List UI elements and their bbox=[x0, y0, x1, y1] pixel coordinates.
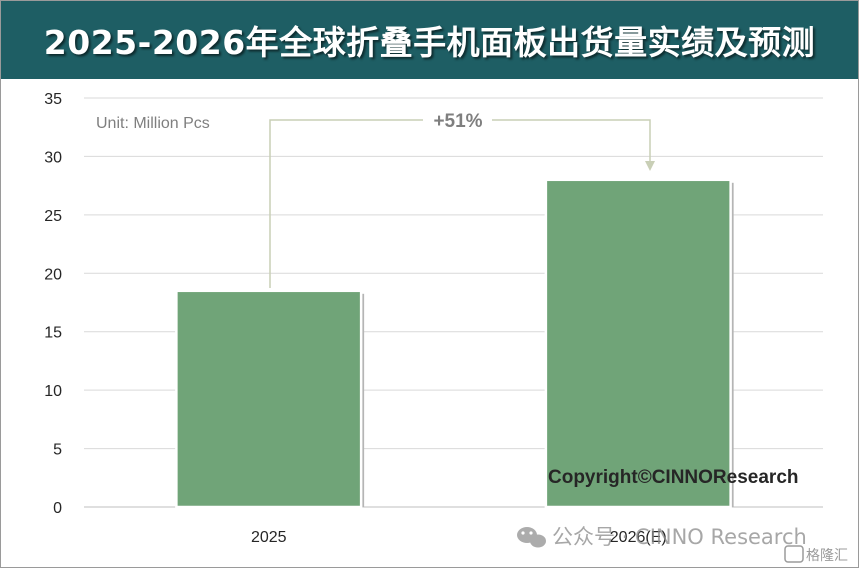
y-tick-label: 0 bbox=[53, 500, 62, 517]
growth-arrow-left-segment bbox=[269, 119, 423, 288]
chart-title: 2025-2026年全球折叠手机面板出货量实绩及预测 bbox=[43, 23, 816, 62]
unit-label: Unit: Million Pcs bbox=[96, 115, 210, 132]
bars bbox=[175, 178, 734, 509]
watermark-brand: 格隆汇 bbox=[806, 548, 848, 564]
bar-2026(E) bbox=[544, 178, 732, 509]
x-tick-label: 2025 bbox=[251, 529, 287, 546]
y-tick-label: 20 bbox=[44, 266, 62, 283]
y-tick-label: 5 bbox=[53, 442, 62, 459]
y-axis-ticks: 0 5 10 15 20 25 30 35 bbox=[44, 91, 62, 517]
growth-arrow bbox=[269, 119, 655, 288]
y-tick-label: 10 bbox=[44, 383, 62, 400]
growth-label: +51% bbox=[433, 111, 482, 132]
gelonghui-logo-icon bbox=[784, 545, 804, 563]
x-tick-label: 2026(E) bbox=[610, 529, 667, 546]
x-axis-ticks: 2025 2026(E) bbox=[251, 529, 667, 546]
y-tick-label: 25 bbox=[44, 208, 62, 225]
y-tick-label: 35 bbox=[44, 91, 62, 108]
wechat-icon bbox=[517, 527, 546, 548]
bar-2025 bbox=[175, 289, 363, 509]
watermark: 公众号 · CINNO Research 格隆汇 bbox=[517, 525, 848, 564]
growth-arrow-right-segment bbox=[492, 119, 651, 163]
y-tick-label: 30 bbox=[44, 149, 62, 166]
title-bar: 2025-2026年全球折叠手机面板出货量实绩及预测 bbox=[1, 1, 858, 79]
y-tick-label: 15 bbox=[44, 325, 62, 342]
growth-arrow-head bbox=[645, 161, 655, 171]
copyright-text: Copyright©CINNOResearch bbox=[548, 467, 799, 488]
watermark-text: 公众号 · CINNO Research bbox=[552, 525, 807, 549]
